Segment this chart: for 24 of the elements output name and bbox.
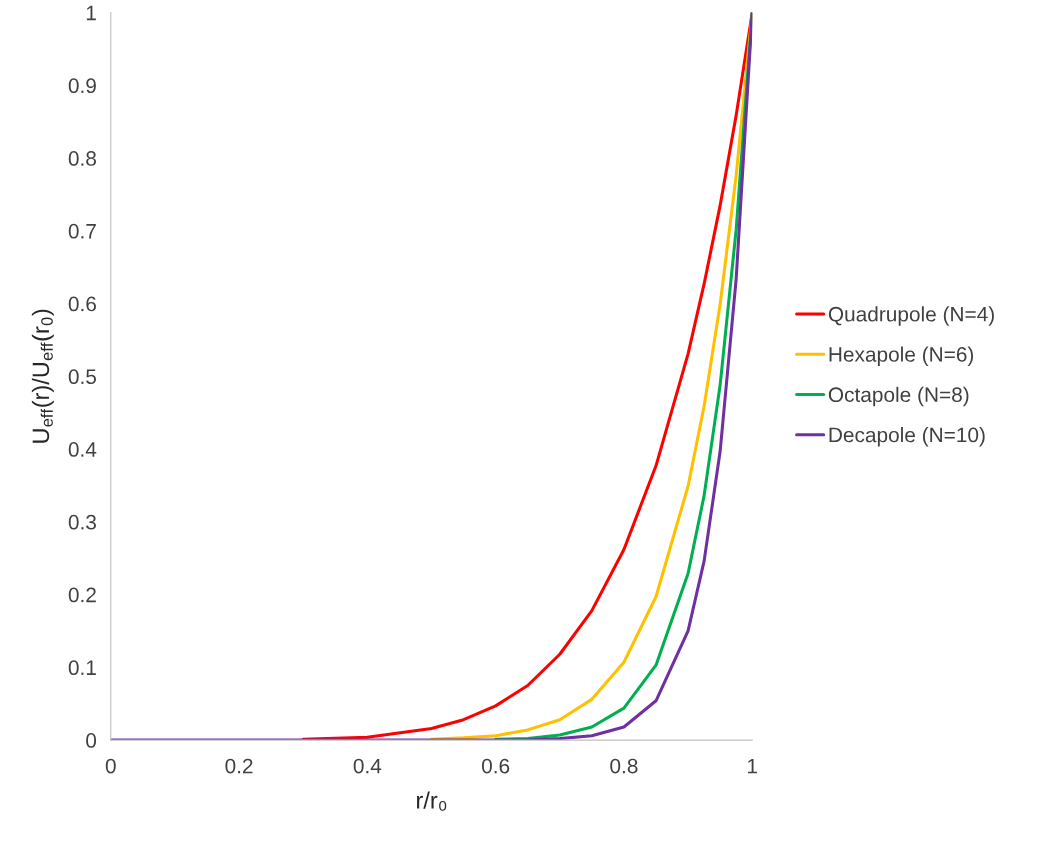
y-tick-label: 0.3 — [68, 514, 96, 530]
x-tick-label: 0.6 — [481, 758, 510, 774]
y-tick-label: 0.9 — [68, 78, 96, 94]
legend-label: Quadrupole (N=4) — [828, 306, 994, 326]
legend-label: Octapole (N=8) — [828, 386, 969, 407]
y-tick-label: 0.7 — [68, 223, 96, 239]
x-tick-label: 0.2 — [225, 758, 253, 774]
y-tick-label: 1 — [86, 5, 96, 21]
y-tick-label: 0 — [86, 733, 97, 748]
y-tick-label: 0.5 — [68, 369, 97, 385]
y-tick-label: 0.2 — [68, 587, 96, 603]
legend-label: Hexapole (N=6) — [829, 346, 974, 366]
line-series — [429, 12, 753, 741]
x-tick-label: 0.4 — [353, 758, 382, 774]
y-axis-title: U$_{eff}$(r)/U$_{eff}$(r$_{0}$) — [31, 309, 54, 443]
y-tick-label: 0.8 — [68, 151, 96, 166]
y-tick-label: 0.1 — [68, 660, 96, 676]
legend-label: Decapole (N=10) — [829, 427, 985, 447]
x-tick-label: 0.8 — [610, 758, 638, 774]
x-axis-title: r/r₀ — [417, 791, 447, 811]
x-tick-label: 1 — [748, 758, 757, 774]
y-tick-label: 0.4 — [68, 442, 97, 457]
x-tick-label: 0 — [105, 758, 116, 774]
y-tick-label: 0.6 — [68, 296, 96, 312]
